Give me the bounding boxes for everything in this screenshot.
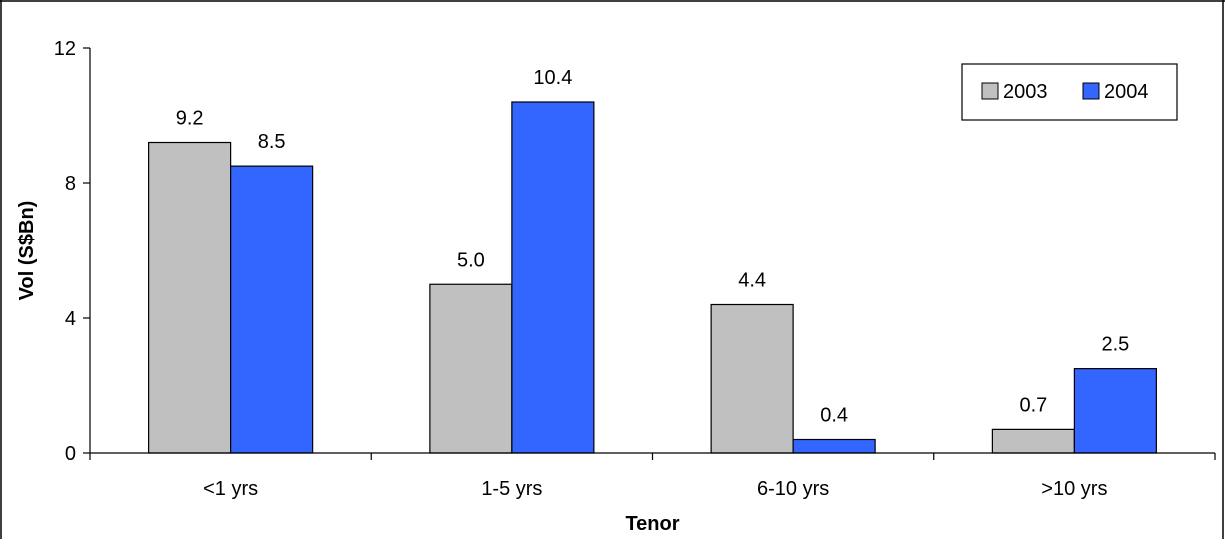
- legend: 2003 2004: [961, 63, 1178, 121]
- data-label-2003-1-yrs: 9.2: [176, 108, 204, 130]
- data-label-2004-1-5-yrs: 10.4: [533, 67, 572, 89]
- legend-label-2004: 2004: [1104, 81, 1149, 103]
- x-tick-label: >10 yrs: [1041, 478, 1107, 500]
- x-tick-label: 6-10 yrs: [757, 478, 829, 500]
- data-label-2003-1-5-yrs: 5.0: [457, 249, 485, 271]
- legend-label-2003: 2003: [1003, 81, 1048, 103]
- bar-2004-1-5-yrs: [511, 101, 595, 454]
- x-tick-label: 1-5 yrs: [481, 478, 542, 500]
- data-label-2004-1-yrs: 8.5: [258, 131, 286, 153]
- data-label-2003-10-yrs: 0.7: [1019, 394, 1047, 416]
- bar-2003-6-10-yrs: [710, 303, 794, 454]
- legend-swatch-2003: [981, 82, 999, 100]
- bar-2003-10-yrs: [991, 428, 1075, 454]
- legend-swatch-2004: [1082, 82, 1100, 100]
- data-label-2003-6-10-yrs: 4.4: [738, 270, 766, 292]
- bar-2004-10-yrs: [1073, 368, 1157, 454]
- x-axis-title: Tenor: [625, 513, 679, 535]
- bar-2003-1-5-yrs: [429, 283, 513, 454]
- data-label-2004-6-10-yrs: 0.4: [820, 405, 848, 427]
- y-tick-label: 12: [54, 38, 76, 60]
- x-axis-ticks: <1 yrs 1-5 yrs 6-10 yrs >10 yrs: [89, 453, 1216, 500]
- bar-2004-6-10-yrs: [792, 438, 876, 454]
- x-tick-label: <1 yrs: [203, 478, 258, 500]
- data-label-2004-10-yrs: 2.5: [1101, 334, 1129, 356]
- data-labels-layer: 9.2 8.5 5.0 10.4 4.4 0.4 0.7 2.5: [176, 67, 1130, 427]
- y-tick-label: 8: [65, 173, 76, 195]
- bars-layer: [148, 101, 1157, 454]
- bar-2004-1-yrs: [230, 165, 314, 454]
- y-axis-title: Vol (S$Bn): [16, 201, 38, 301]
- y-axis-ticks: 0 4 8 12: [54, 38, 90, 465]
- y-tick-label: 4: [65, 308, 76, 330]
- bar-2003-1-yrs: [148, 141, 232, 454]
- y-tick-label: 0: [65, 443, 76, 465]
